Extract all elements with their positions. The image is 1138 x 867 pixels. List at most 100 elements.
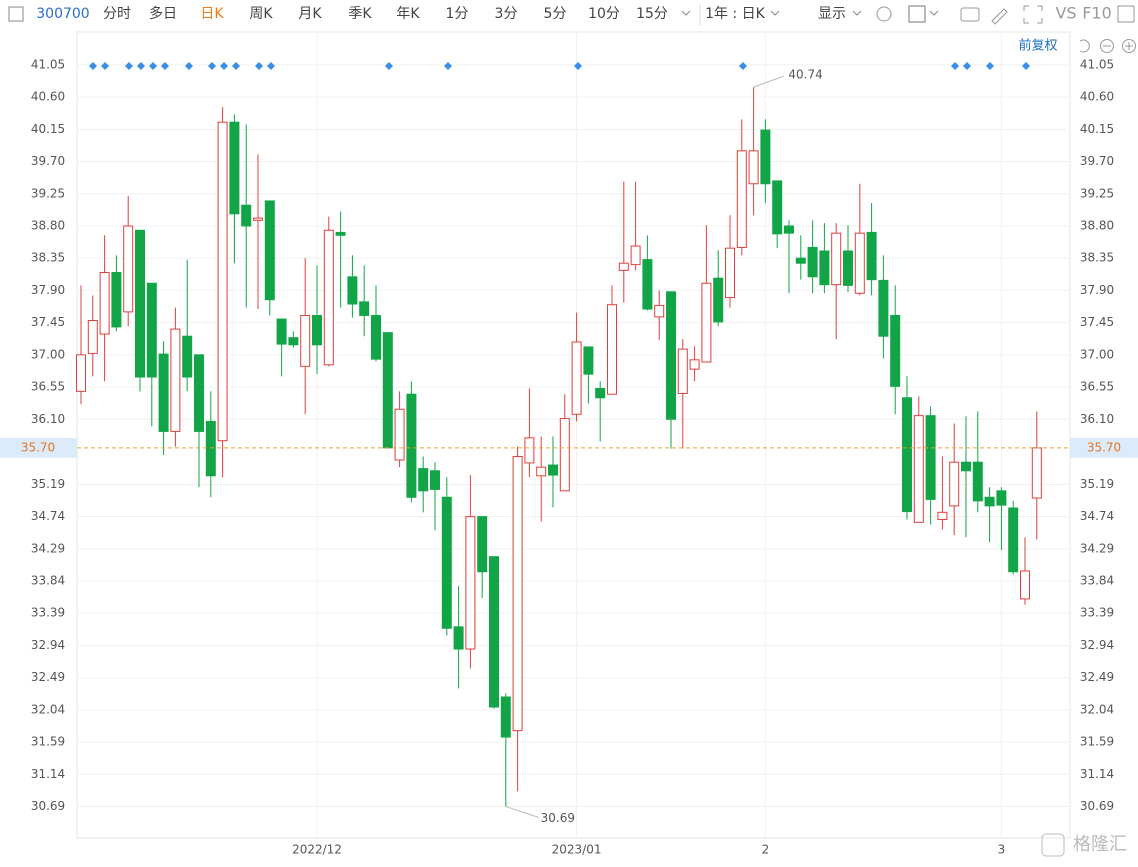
candle-body[interactable] (548, 464, 558, 476)
candle-body[interactable] (949, 461, 960, 507)
candle-body[interactable] (760, 129, 771, 185)
candle-body[interactable] (854, 232, 865, 294)
period-tab[interactable]: 15分 (636, 6, 668, 22)
candle-body[interactable] (158, 353, 169, 432)
fullscreen-icon[interactable] (1023, 5, 1043, 24)
candle-body[interactable] (571, 341, 582, 415)
vs-button[interactable]: VS (1055, 4, 1076, 23)
candle-body[interactable] (866, 231, 877, 281)
period-tab[interactable]: 年K (396, 6, 420, 22)
display-menu[interactable]: 显示 (818, 6, 846, 22)
candle-body[interactable] (241, 204, 252, 227)
candle-body[interactable] (890, 314, 901, 387)
candle-body[interactable] (87, 319, 98, 354)
candle-body[interactable] (937, 511, 948, 520)
candle-body[interactable] (465, 516, 476, 650)
candle-body[interactable] (170, 328, 181, 432)
candle-body[interactable] (725, 247, 735, 299)
candle-body[interactable] (229, 121, 240, 215)
candle-body[interactable] (288, 337, 299, 346)
chevron[interactable] (681, 10, 691, 16)
period-tab[interactable]: 10分 (588, 6, 620, 22)
candle-body[interactable] (477, 516, 488, 573)
candle-body[interactable] (312, 314, 322, 346)
candle-body[interactable] (524, 437, 535, 464)
period-tab[interactable]: 多日 (149, 5, 177, 22)
candle-body[interactable] (205, 420, 216, 477)
camera-icon[interactable] (960, 7, 980, 22)
candle-body[interactable] (642, 259, 653, 310)
stock-code[interactable]: 300700 (36, 6, 89, 22)
candle-body[interactable] (335, 231, 346, 236)
candle-body[interactable] (630, 245, 641, 266)
reset-icon[interactable] (1079, 39, 1090, 53)
candle-body[interactable] (441, 496, 452, 629)
candle-body[interactable] (902, 397, 912, 513)
candle-body[interactable] (677, 348, 688, 394)
candle-body[interactable] (701, 282, 712, 363)
candle-body[interactable] (347, 276, 358, 305)
candle-body[interactable] (559, 418, 570, 492)
period-tab[interactable]: 周K (249, 6, 273, 22)
candle-body[interactable] (666, 291, 676, 420)
candle-body[interactable] (772, 180, 783, 235)
candle-body[interactable] (618, 262, 629, 271)
candle-body[interactable] (996, 490, 1007, 506)
period-tab[interactable]: 1分 (446, 6, 469, 22)
candle-body[interactable] (831, 232, 842, 286)
draw-box-icon[interactable] (908, 5, 926, 23)
candle-body[interactable] (135, 229, 145, 378)
zoom-out[interactable] (1100, 39, 1114, 53)
candle-body[interactable] (123, 225, 134, 313)
candle-body[interactable] (276, 318, 287, 345)
candle-body[interactable] (689, 359, 700, 370)
candle-body[interactable] (1020, 570, 1030, 600)
candle-body[interactable] (217, 121, 228, 442)
period-tab[interactable]: 5分 (544, 6, 567, 22)
period-tab[interactable]: 分时 (103, 6, 131, 22)
candle-body[interactable] (264, 200, 275, 301)
chevron[interactable] (770, 10, 780, 16)
candle-body[interactable] (1031, 447, 1042, 499)
pen-icon[interactable] (991, 8, 1008, 25)
range-select[interactable]: 1年 : 日K (705, 6, 766, 22)
candle-body[interactable] (878, 279, 889, 337)
candle-body[interactable] (253, 217, 263, 221)
candle-body[interactable] (654, 304, 665, 318)
zoom-in[interactable] (1122, 39, 1136, 53)
f10-button[interactable]: F10 (1082, 4, 1112, 23)
candle-body[interactable] (784, 225, 794, 234)
candle-body[interactable] (76, 354, 86, 392)
candle-body[interactable] (406, 393, 417, 498)
candle-body[interactable] (512, 455, 523, 732)
panel-toggle[interactable] (8, 6, 24, 22)
candle-body[interactable] (382, 332, 393, 449)
candle-body[interactable] (913, 415, 924, 523)
candle-body[interactable] (925, 415, 936, 500)
candle-body[interactable] (500, 696, 511, 738)
candle-body[interactable] (607, 304, 617, 395)
candle-body[interactable] (583, 346, 594, 375)
chevron[interactable] (929, 10, 939, 16)
candle-body[interactable] (489, 556, 499, 708)
period-tab[interactable]: 3分 (495, 6, 518, 22)
period-tab[interactable]: 月K (298, 6, 322, 22)
candle-body[interactable] (146, 282, 157, 378)
candle-body[interactable] (418, 468, 429, 492)
candle-body[interactable] (182, 335, 193, 378)
candle-body[interactable] (595, 387, 606, 399)
candle-body[interactable] (371, 314, 381, 360)
candle-body[interactable] (394, 408, 405, 461)
candle-body[interactable] (1008, 507, 1019, 573)
candle-body[interactable] (972, 461, 983, 502)
candle-body[interactable] (536, 466, 547, 477)
settings-icon[interactable] (876, 6, 892, 22)
adjust-select[interactable]: 前复权 (1018, 38, 1057, 54)
candle-body[interactable] (807, 246, 818, 278)
candle-body[interactable] (713, 277, 724, 323)
candle-body[interactable] (453, 626, 464, 650)
chevron[interactable] (852, 10, 862, 16)
candle-body[interactable] (194, 354, 204, 432)
candle-body[interactable] (748, 150, 759, 185)
candle-body[interactable] (843, 250, 853, 286)
